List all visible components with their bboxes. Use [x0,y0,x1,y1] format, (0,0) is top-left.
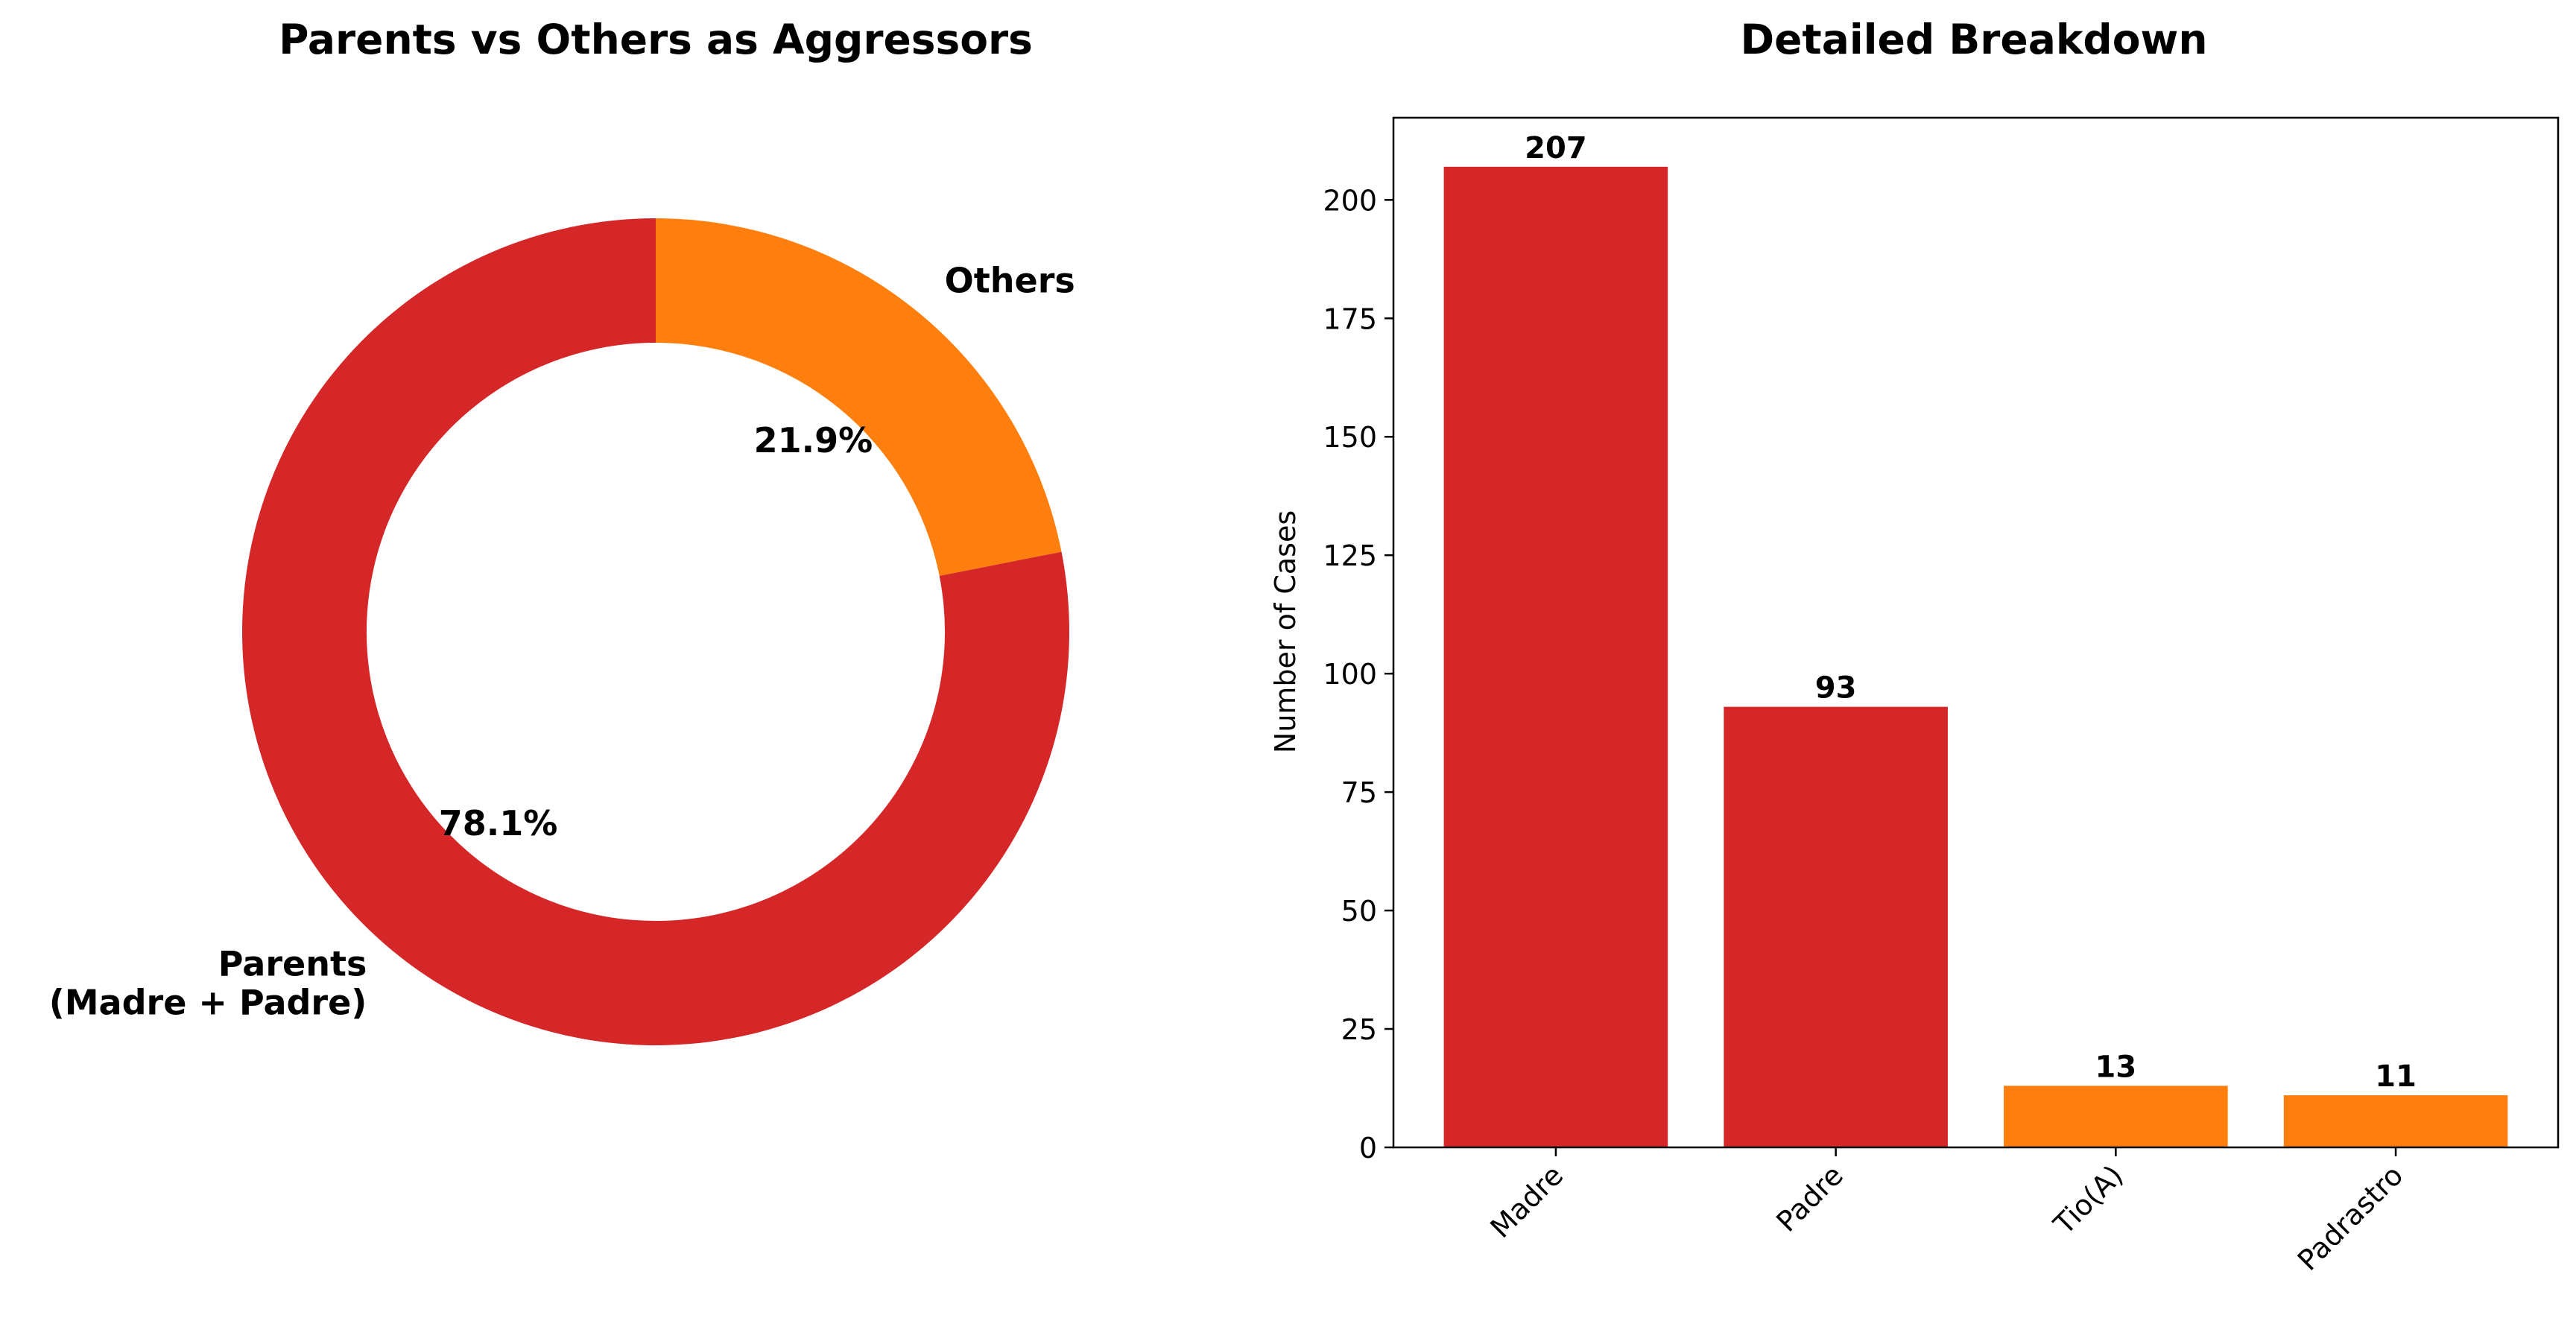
donut-chart-panel: Parents vs Others as Aggressors 78.1% Par… [49,16,1075,1045]
x-tick-label-padre: Padre [1770,1159,1849,1238]
y-tick-label-50: 50 [1341,895,1377,928]
bar-value-label-madre: 207 [1525,131,1587,165]
y-tick-label-25: 25 [1341,1013,1377,1046]
donut-slice-parents [242,218,1069,1045]
y-tick-label-200: 200 [1323,184,1377,217]
bar-madre [1443,166,1668,1147]
bar-tio-a [2004,1086,2228,1147]
x-tick-label-padrastro: Padrastro [2291,1159,2410,1277]
plot-frame [1392,116,2560,1149]
donut-pct-label-parents: 78.1% [439,803,558,843]
donut-category-label-parents: Parents (Madre + Padre) [49,944,367,1023]
bar-value-label-tio-a: 13 [2095,1050,2137,1084]
y-tick-label-75: 75 [1341,776,1377,809]
donut-labels: 78.1% Parents (Madre + Padre) 21.9% Others [49,260,1075,1022]
bar-series: 207 93 13 11 [1443,131,2508,1147]
y-tick-label-125: 125 [1323,539,1377,572]
x-tick-label-madre: Madre [1484,1159,1569,1244]
bar-value-label-padrastro: 11 [2375,1059,2417,1094]
y-tick-label-150: 150 [1323,421,1377,454]
bar-padrastro [2283,1095,2508,1147]
donut-pct-label-others: 21.9% [754,420,873,460]
y-tick-label-100: 100 [1323,658,1377,691]
y-axis-label: Number of Cases [1269,510,1302,753]
donut-category-label-others: Others [945,260,1075,300]
bar-padre [1724,706,1948,1147]
bar-chart-title: Detailed Breakdown [1740,16,2207,63]
bar-value-label-padre: 93 [1815,671,1857,706]
donut-slice-others [656,218,1062,576]
y-tick-label-175: 175 [1323,302,1377,335]
y-tick-label-0: 0 [1359,1132,1377,1165]
donut-slices [242,218,1069,1045]
x-tick-label-tio-a: Tio(A) [2047,1159,2130,1241]
donut-chart-title: Parents vs Others as Aggressors [279,16,1033,63]
bar-chart-panel: Detailed Breakdown 207 93 13 11 0 25 50 75 100 1… [1269,16,2560,1277]
